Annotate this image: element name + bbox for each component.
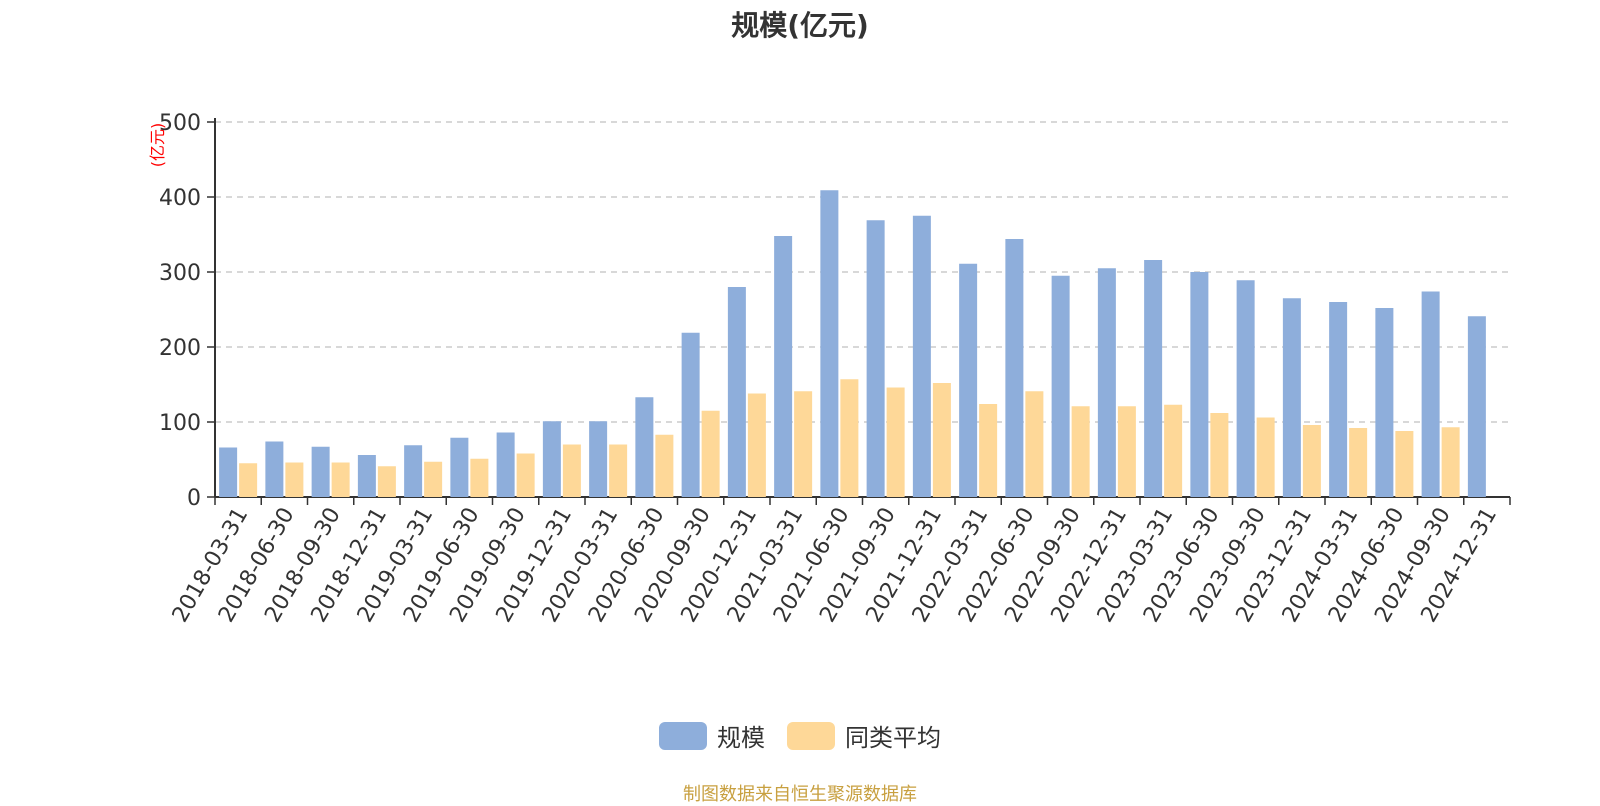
bar-main bbox=[311, 446, 330, 497]
bar-avg bbox=[655, 434, 674, 497]
bar-avg bbox=[701, 410, 720, 497]
bar-avg bbox=[840, 379, 859, 497]
bar-avg bbox=[377, 466, 396, 497]
bar-avg bbox=[794, 391, 813, 497]
bar-main bbox=[727, 287, 746, 497]
legend-label-avg: 同类平均 bbox=[845, 724, 941, 752]
bar-avg bbox=[609, 444, 628, 497]
legend: 规模 同类平均 bbox=[0, 718, 1600, 753]
bar-avg bbox=[886, 387, 905, 497]
bar-main bbox=[1190, 272, 1209, 497]
bar-avg bbox=[979, 404, 998, 497]
legend-item-main[interactable]: 规模 bbox=[659, 718, 765, 753]
bar-main bbox=[1051, 275, 1070, 497]
bar-main bbox=[589, 421, 608, 497]
bar-main bbox=[912, 215, 931, 497]
bar-main bbox=[1282, 298, 1301, 497]
bar-avg bbox=[747, 393, 766, 497]
bar-main bbox=[1375, 308, 1394, 497]
bar-main bbox=[357, 455, 376, 497]
legend-swatch-main bbox=[659, 721, 707, 750]
bar-avg bbox=[1071, 406, 1090, 497]
bar-main bbox=[635, 397, 654, 497]
y-tick-label: 500 bbox=[159, 111, 201, 136]
chart-title: 规模(亿元) bbox=[731, 9, 869, 42]
bar-avg bbox=[1395, 431, 1414, 497]
bar-avg bbox=[331, 462, 350, 497]
bar-main bbox=[1097, 268, 1116, 497]
bar-avg bbox=[1164, 404, 1183, 497]
y-tick-label: 0 bbox=[187, 486, 201, 511]
y-tick-label: 400 bbox=[159, 186, 201, 211]
y-axis-unit-label: (亿元) bbox=[148, 123, 167, 168]
legend-label-main: 规模 bbox=[717, 724, 765, 752]
bar-main bbox=[774, 236, 793, 497]
bar-avg bbox=[1256, 417, 1275, 497]
legend-item-avg[interactable]: 同类平均 bbox=[787, 718, 941, 753]
bar-main bbox=[1236, 280, 1255, 497]
bar-main bbox=[1329, 302, 1348, 497]
bar-main bbox=[542, 421, 561, 497]
bar-avg bbox=[239, 463, 258, 497]
bar-avg bbox=[1302, 425, 1321, 497]
bar-main bbox=[219, 447, 238, 497]
bar-avg bbox=[1441, 427, 1460, 497]
bar-main bbox=[265, 441, 284, 497]
bar-avg bbox=[1025, 391, 1044, 497]
bar-avg bbox=[470, 458, 489, 497]
bar-avg bbox=[562, 444, 581, 497]
bar-main bbox=[450, 437, 469, 497]
bar-main bbox=[959, 263, 978, 497]
bar-avg bbox=[1349, 428, 1368, 497]
data-source-footer: 制图数据来自恒生聚源数据库 bbox=[683, 784, 917, 805]
bar-main bbox=[681, 332, 700, 497]
bar-main bbox=[1467, 316, 1486, 497]
bar-avg bbox=[285, 462, 304, 497]
y-tick-label: 200 bbox=[159, 336, 201, 361]
y-tick-label: 100 bbox=[159, 411, 201, 436]
bar-main bbox=[866, 220, 885, 497]
bar-avg bbox=[516, 453, 535, 497]
bar-main bbox=[496, 432, 515, 497]
y-tick-label: 300 bbox=[159, 261, 201, 286]
bar-avg bbox=[932, 383, 951, 497]
bar-avg bbox=[424, 461, 443, 497]
bar-main bbox=[820, 190, 839, 497]
bar-main bbox=[404, 445, 423, 497]
bar-main bbox=[1144, 260, 1163, 497]
bar-avg bbox=[1210, 413, 1229, 497]
bar-main bbox=[1005, 239, 1024, 497]
bar-avg bbox=[1117, 406, 1136, 497]
legend-swatch-avg bbox=[787, 721, 835, 750]
bar-main bbox=[1421, 291, 1440, 497]
